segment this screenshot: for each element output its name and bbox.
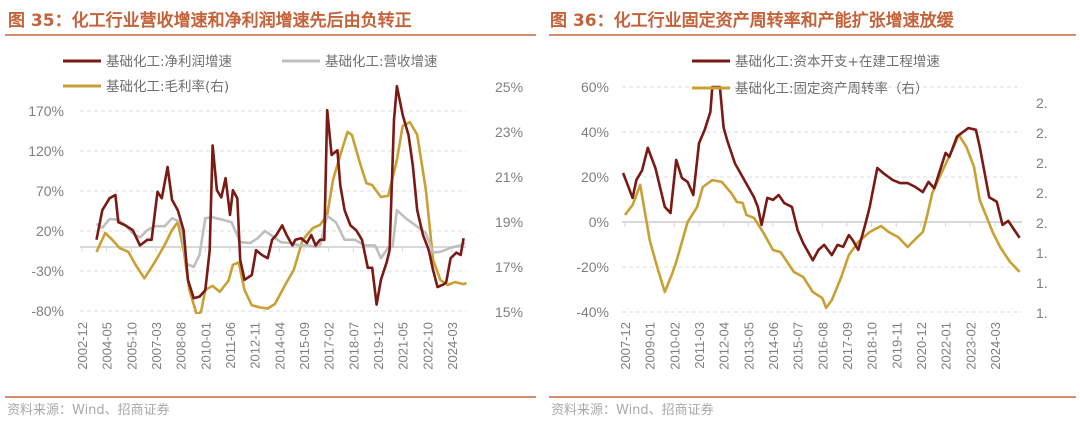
y-right-tick-label: 17% bbox=[495, 259, 523, 275]
chart-35: 图 35：化工行业营收增速和净利润增速先后由负转正 资料来源：Wind、招商证券… bbox=[5, 10, 536, 418]
y-right-tick-label: 1. bbox=[1036, 245, 1048, 261]
source-note: 资料来源：Wind、招商证券 bbox=[7, 402, 170, 418]
y-left-tick-label: 120% bbox=[28, 143, 64, 159]
y-left-tick-label: 70% bbox=[36, 183, 64, 199]
chart-title: 图 36：化工行业固定资产周转率和产能扩张增速放缓 bbox=[550, 10, 955, 31]
x-tick-label: 2012-04 bbox=[717, 322, 732, 370]
series-group bbox=[95, 84, 467, 314]
x-tick-label: 2023-02 bbox=[963, 322, 978, 370]
x-tick-label: 2015-07 bbox=[791, 322, 806, 370]
legend-label: 基础化工:固定资产周转率（右） bbox=[735, 80, 929, 97]
x-tick-label: 2020-12 bbox=[914, 322, 929, 370]
x-tick-label: 2018-10 bbox=[865, 322, 880, 370]
x-tick-label: 2005-10 bbox=[124, 322, 139, 370]
x-tick-label: 2007-12 bbox=[618, 322, 633, 370]
x-tick-label: 2011-03 bbox=[692, 322, 707, 369]
legend-label: 基础化工:营收增速 bbox=[325, 53, 438, 70]
x-tick-label: 2017-02 bbox=[322, 322, 337, 370]
x-tick-label: 2022-01 bbox=[939, 322, 954, 370]
y-left-tick-label: -40% bbox=[576, 304, 609, 320]
x-tick-label: 2017-09 bbox=[840, 322, 855, 370]
x-tick-label: 2024-03 bbox=[988, 322, 1003, 370]
x-tick-label: 2022-10 bbox=[420, 322, 435, 370]
y-left-tick-label: -20% bbox=[576, 259, 609, 275]
x-tick-label: 2019-11 bbox=[889, 322, 904, 369]
legend-label: 基础化工:净利润增速 bbox=[106, 53, 232, 70]
x-tick-label: 2018-07 bbox=[346, 322, 361, 370]
x-tick-label: 2014-04 bbox=[272, 322, 287, 370]
x-tick-label: 2010-01 bbox=[198, 322, 213, 370]
y-right-tick-label: 23% bbox=[495, 124, 523, 140]
y-right-tick-label: 2. bbox=[1036, 155, 1048, 171]
legend-label: 基础化工:资本开支+在建工程增速 bbox=[735, 53, 940, 70]
y-left-tick-label: 0% bbox=[589, 214, 609, 230]
x-tick-label: 2002-12 bbox=[75, 322, 90, 370]
y-right-tick-label: 21% bbox=[495, 169, 523, 185]
x-tick-label: 2004-05 bbox=[100, 322, 115, 370]
x-tick-label: 2010-02 bbox=[667, 322, 682, 370]
y-right-tick-label: 1. bbox=[1036, 275, 1048, 291]
series-line-0 bbox=[621, 85, 1021, 262]
y-left-tick-label: 20% bbox=[36, 223, 64, 239]
series-group bbox=[621, 85, 1021, 310]
y-right-tick-label: 19% bbox=[495, 214, 523, 230]
y-left-tick-label: -30% bbox=[31, 263, 64, 279]
y-left-tick-label: -80% bbox=[31, 303, 64, 319]
chart-title: 图 35：化工行业营收增速和净利润增速先后由负转正 bbox=[8, 10, 412, 31]
x-tick-label: 2011-06 bbox=[223, 322, 238, 369]
x-tick-label: 2016-08 bbox=[815, 322, 830, 370]
legend-label: 基础化工:毛利率(右) bbox=[106, 78, 229, 95]
x-tick-label: 2014-06 bbox=[766, 322, 781, 370]
x-tick-label: 2024-03 bbox=[445, 322, 460, 370]
x-tick-label: 2007-03 bbox=[149, 322, 164, 370]
y-right-tick-label: 2. bbox=[1036, 95, 1048, 111]
y-left-tick-label: 20% bbox=[581, 169, 609, 185]
y-right-tick-label: 2. bbox=[1036, 215, 1048, 231]
plot-area: 60% 40% 20% 0% -20% -40% 2. 2. 2. 2. 2. 1. 1. 1. 2007-… bbox=[576, 53, 1047, 370]
x-tick-label: 2009-01 bbox=[643, 322, 658, 370]
x-tick-label: 2021-05 bbox=[396, 322, 411, 370]
x-tick-label: 2012-11 bbox=[248, 322, 263, 369]
y-right-tick-label: 15% bbox=[495, 304, 523, 320]
y-left-tick-label: 170% bbox=[28, 103, 64, 119]
chart-36: 图 36：化工行业固定资产周转率和产能扩张增速放缓 资料来源：Wind、招商证券… bbox=[549, 10, 1076, 418]
y-right-tick-label: 2. bbox=[1036, 125, 1048, 141]
y-right-tick-label: 2. bbox=[1036, 185, 1048, 201]
y-right-tick-label: 1. bbox=[1036, 305, 1048, 321]
source-note: 资料来源：Wind、招商证券 bbox=[551, 402, 714, 418]
x-tick-label: 2019-12 bbox=[371, 322, 386, 370]
plot-area: 170% 120% 70% 20% -30% -80% 25% 23% 21% 19% 17% 15%… bbox=[28, 53, 523, 370]
y-right-tick-label: 25% bbox=[495, 79, 523, 95]
y-left-tick-label: 60% bbox=[581, 79, 609, 95]
x-tick-label: 2013-05 bbox=[741, 322, 756, 370]
y-left-tick-label: 40% bbox=[581, 124, 609, 140]
x-tick-label: 2015-09 bbox=[297, 322, 312, 370]
x-tick-label: 2008-08 bbox=[174, 322, 189, 370]
series-line-0 bbox=[95, 84, 465, 306]
